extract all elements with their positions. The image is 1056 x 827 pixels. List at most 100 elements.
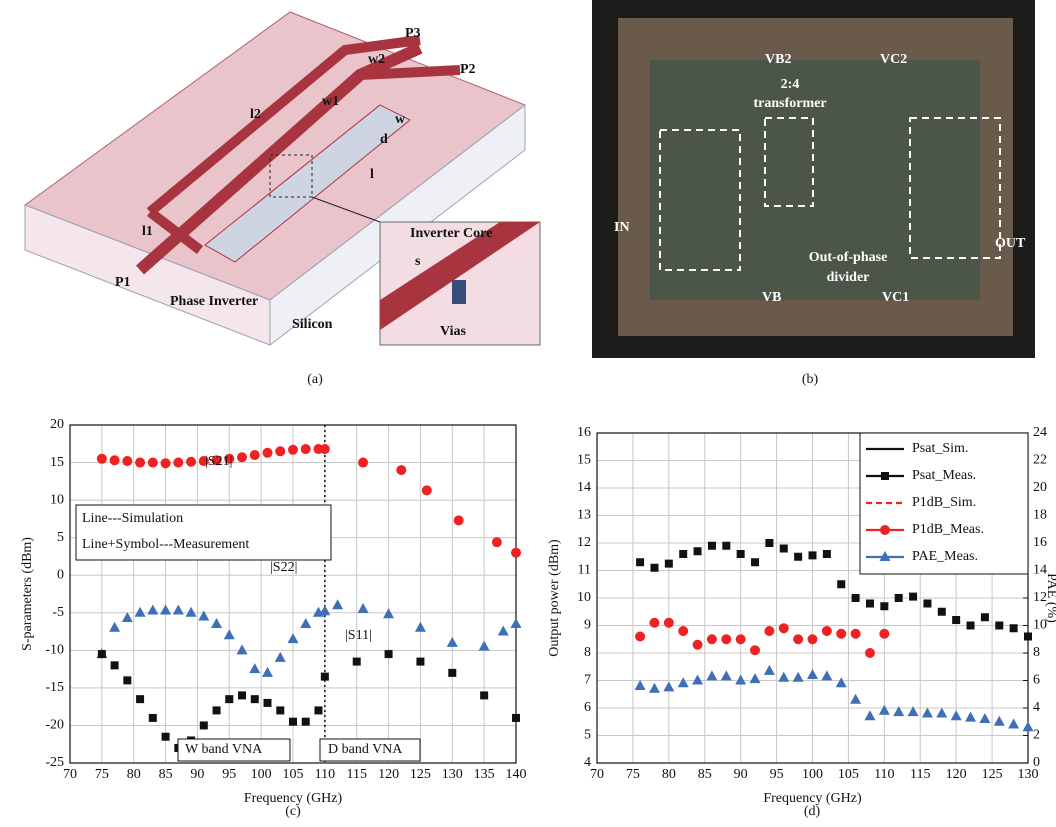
marker bbox=[289, 718, 297, 726]
x-tick-label: 120 bbox=[946, 767, 967, 782]
annotation: |S22| bbox=[270, 560, 297, 575]
marker bbox=[1024, 633, 1032, 641]
x-tick-label: 105 bbox=[838, 767, 859, 782]
x-tick-label: 80 bbox=[662, 767, 676, 782]
marker bbox=[922, 708, 933, 718]
marker bbox=[186, 457, 196, 467]
y-tick-label: 5 bbox=[584, 728, 591, 743]
marker bbox=[880, 602, 888, 610]
marker bbox=[511, 618, 522, 628]
marker bbox=[225, 695, 233, 703]
x-tick-label: 135 bbox=[474, 767, 495, 782]
marker bbox=[765, 539, 773, 547]
marker bbox=[97, 454, 107, 464]
y-tick-label: 9 bbox=[584, 618, 591, 633]
marker bbox=[807, 669, 818, 679]
x-tick-label: 70 bbox=[63, 767, 77, 782]
marker bbox=[332, 599, 343, 609]
marker bbox=[808, 634, 818, 644]
marker bbox=[238, 691, 246, 699]
y-tick-label: 4 bbox=[584, 755, 591, 770]
marker bbox=[383, 608, 394, 618]
marker bbox=[650, 564, 658, 572]
marker bbox=[866, 600, 874, 608]
line-p2 bbox=[360, 70, 460, 75]
marker bbox=[224, 629, 235, 639]
marker bbox=[122, 456, 132, 466]
panel-b: VB2 VC2 2:4 transformer IN OUT Out-of-ph… bbox=[592, 0, 1035, 358]
marker bbox=[237, 644, 248, 654]
marker bbox=[895, 594, 903, 602]
marker bbox=[415, 622, 426, 632]
marker bbox=[148, 458, 158, 468]
marker bbox=[302, 718, 310, 726]
y-tick-label: 14 bbox=[577, 480, 591, 495]
marker bbox=[649, 618, 659, 628]
x-tick-label: 120 bbox=[378, 767, 399, 782]
marker bbox=[822, 626, 832, 636]
legend-label: P1dB_Meas. bbox=[912, 522, 984, 537]
label: Phase Inverter bbox=[170, 294, 258, 309]
marker bbox=[865, 648, 875, 658]
marker bbox=[1008, 719, 1019, 729]
marker bbox=[123, 676, 131, 684]
y-tick-label: -25 bbox=[45, 755, 64, 770]
label: P3 bbox=[405, 26, 421, 41]
x-tick-label: 110 bbox=[874, 767, 894, 782]
marker bbox=[780, 545, 788, 553]
annotation: W band VNA bbox=[185, 742, 263, 757]
marker bbox=[706, 670, 717, 680]
x-tick-label: 90 bbox=[734, 767, 748, 782]
marker bbox=[649, 683, 660, 693]
legend-marker bbox=[880, 525, 890, 535]
y-tick-label: 16 bbox=[577, 425, 591, 440]
marker bbox=[319, 605, 330, 615]
annotation: |S11| bbox=[345, 628, 372, 643]
marker bbox=[952, 616, 960, 624]
marker bbox=[161, 458, 171, 468]
marker bbox=[678, 626, 688, 636]
marker bbox=[721, 634, 731, 644]
x-tick-label: 125 bbox=[982, 767, 1003, 782]
marker bbox=[923, 600, 931, 608]
caption: (a) bbox=[307, 372, 323, 387]
marker bbox=[98, 650, 106, 658]
marker bbox=[321, 673, 329, 681]
marker bbox=[511, 548, 521, 558]
annotation: D band VNA bbox=[328, 742, 403, 757]
marker bbox=[276, 706, 284, 714]
marker bbox=[314, 706, 322, 714]
y-tick-label: -15 bbox=[45, 680, 64, 695]
marker bbox=[109, 622, 120, 632]
marker bbox=[635, 680, 646, 690]
marker bbox=[794, 553, 802, 561]
x-tick-label: 95 bbox=[770, 767, 784, 782]
marker bbox=[173, 605, 184, 615]
label: Inverter Core bbox=[410, 226, 492, 241]
marker bbox=[250, 450, 260, 460]
marker bbox=[664, 618, 674, 628]
x-tick-label: 85 bbox=[698, 767, 712, 782]
x-tick-label: 90 bbox=[190, 767, 204, 782]
marker bbox=[173, 458, 183, 468]
label: VC2 bbox=[880, 52, 907, 67]
x-tick-label: 100 bbox=[802, 767, 823, 782]
marker bbox=[994, 716, 1005, 726]
marker bbox=[492, 537, 502, 547]
via bbox=[452, 280, 466, 304]
label: l bbox=[370, 167, 374, 182]
y-tick-label: 6 bbox=[584, 700, 591, 715]
x-tick-label: 140 bbox=[506, 767, 527, 782]
y-tick-label: 20 bbox=[50, 417, 64, 432]
marker bbox=[198, 611, 209, 621]
marker bbox=[693, 640, 703, 650]
marker bbox=[454, 515, 464, 525]
marker bbox=[122, 612, 133, 622]
label: VB2 bbox=[765, 52, 791, 67]
marker bbox=[249, 663, 260, 673]
marker bbox=[778, 672, 789, 682]
marker bbox=[512, 714, 520, 722]
label: divider bbox=[827, 270, 870, 285]
label: P2 bbox=[460, 62, 476, 77]
caption: (d) bbox=[804, 804, 821, 819]
